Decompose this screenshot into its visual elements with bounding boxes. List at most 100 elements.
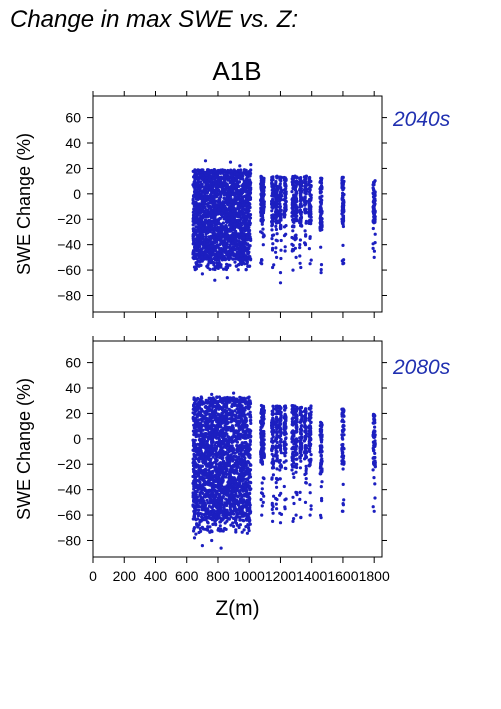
data-point bbox=[195, 182, 199, 186]
data-point bbox=[271, 192, 276, 197]
data-point bbox=[193, 237, 197, 241]
data-point bbox=[233, 195, 237, 199]
data-point bbox=[207, 468, 211, 472]
data-point bbox=[200, 199, 204, 203]
data-point bbox=[229, 515, 233, 519]
data-point bbox=[241, 247, 245, 251]
data-point bbox=[223, 234, 227, 239]
data-point bbox=[193, 268, 197, 272]
data-point bbox=[191, 438, 195, 442]
data-point bbox=[222, 215, 226, 219]
data-point bbox=[219, 195, 223, 199]
data-point bbox=[193, 169, 197, 173]
data-point bbox=[226, 199, 230, 203]
data-point bbox=[239, 403, 243, 407]
data-point bbox=[243, 187, 248, 191]
data-point bbox=[373, 232, 377, 236]
data-point bbox=[235, 178, 239, 182]
data-point bbox=[242, 222, 246, 226]
data-point bbox=[282, 225, 287, 229]
data-point bbox=[207, 177, 212, 182]
data-point bbox=[372, 180, 376, 184]
y-tick-label: 20 bbox=[65, 160, 81, 176]
data-point bbox=[223, 182, 227, 186]
data-point bbox=[307, 206, 311, 210]
data-point bbox=[279, 256, 283, 261]
data-point bbox=[278, 183, 282, 187]
data-point bbox=[205, 498, 209, 502]
data-point bbox=[192, 405, 196, 410]
data-point bbox=[223, 192, 227, 196]
data-point bbox=[209, 170, 213, 174]
data-point bbox=[270, 237, 274, 241]
data-point bbox=[211, 173, 215, 177]
data-point bbox=[214, 174, 218, 178]
data-point bbox=[214, 258, 218, 262]
data-point bbox=[299, 217, 303, 221]
data-point bbox=[340, 196, 344, 200]
data-point bbox=[238, 198, 243, 203]
data-point bbox=[225, 456, 229, 460]
data-point bbox=[309, 258, 313, 262]
data-point bbox=[230, 223, 235, 227]
data-point bbox=[270, 177, 274, 181]
data-point bbox=[233, 224, 237, 228]
data-point bbox=[191, 415, 195, 419]
data-point bbox=[234, 528, 238, 532]
data-point bbox=[236, 219, 240, 223]
data-point bbox=[371, 242, 375, 246]
data-point bbox=[303, 208, 308, 212]
data-point bbox=[222, 267, 226, 271]
data-point bbox=[278, 271, 283, 275]
data-point bbox=[245, 170, 249, 174]
data-point bbox=[303, 211, 307, 215]
data-point bbox=[218, 177, 222, 181]
data-point bbox=[224, 415, 228, 419]
data-point bbox=[248, 419, 252, 423]
data-point bbox=[207, 206, 211, 210]
data-point bbox=[247, 230, 251, 234]
data-point bbox=[200, 242, 204, 246]
data-point bbox=[247, 529, 251, 533]
data-point bbox=[319, 245, 323, 249]
data-point bbox=[261, 227, 265, 231]
data-point bbox=[205, 449, 209, 453]
data-point bbox=[247, 244, 251, 248]
data-point bbox=[236, 202, 240, 206]
data-point bbox=[243, 256, 248, 260]
data-point bbox=[217, 226, 221, 231]
data-point bbox=[246, 180, 250, 184]
data-point bbox=[234, 175, 238, 179]
data-point bbox=[274, 190, 278, 194]
data-point bbox=[226, 177, 230, 181]
data-point bbox=[197, 418, 201, 422]
data-point bbox=[274, 194, 278, 198]
data-point bbox=[211, 205, 215, 209]
data-point bbox=[195, 208, 200, 212]
data-point bbox=[246, 215, 250, 219]
data-point bbox=[225, 210, 229, 214]
data-point bbox=[231, 204, 235, 208]
data-point bbox=[231, 184, 235, 188]
data-point bbox=[270, 216, 274, 220]
data-point bbox=[233, 214, 237, 218]
data-point bbox=[245, 531, 249, 535]
data-point bbox=[197, 402, 201, 407]
data-point bbox=[245, 199, 249, 203]
y-tick-label: −80 bbox=[57, 287, 81, 303]
data-point bbox=[244, 268, 248, 272]
data-point bbox=[195, 188, 199, 192]
data-point bbox=[228, 425, 232, 430]
data-point bbox=[211, 465, 215, 469]
data-point bbox=[196, 249, 201, 253]
data-point bbox=[298, 246, 302, 250]
data-point bbox=[261, 243, 265, 247]
data-point bbox=[249, 163, 253, 167]
data-point bbox=[206, 525, 210, 529]
data-point bbox=[236, 416, 240, 420]
data-point bbox=[309, 179, 313, 183]
data-point bbox=[207, 437, 211, 441]
data-point bbox=[211, 455, 215, 459]
data-point bbox=[217, 257, 221, 261]
